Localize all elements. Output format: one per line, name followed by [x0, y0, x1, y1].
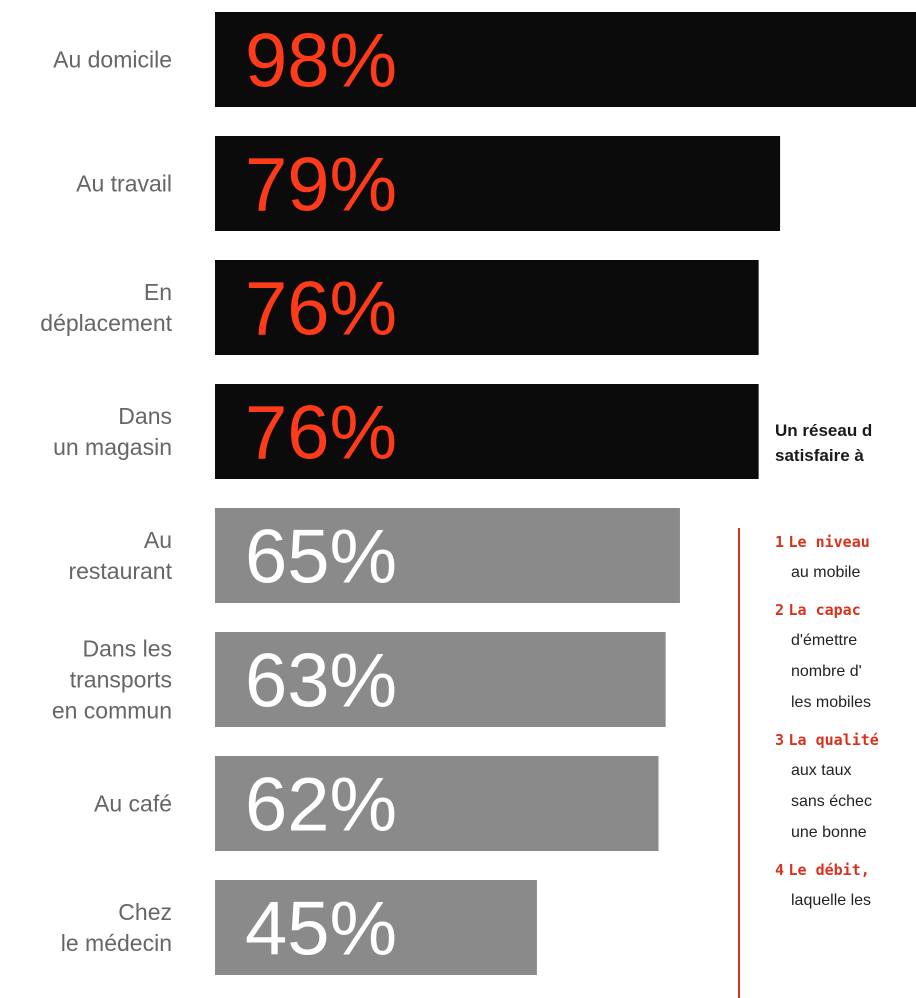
- category-label-line: Au domicile: [53, 47, 172, 73]
- category-label-line: Au café: [94, 791, 172, 817]
- side-item-text: une bonne: [791, 824, 867, 841]
- bar: [215, 508, 680, 603]
- side-item-number: 1: [775, 533, 785, 551]
- category-label-line: Dans les: [83, 636, 172, 662]
- side-heading-line: satisfaire à: [775, 446, 864, 465]
- bar-value-label: 62%: [245, 763, 397, 848]
- bar: [215, 384, 759, 479]
- side-item-lead: La capac: [788, 601, 861, 619]
- side-item-text: nombre d': [791, 663, 862, 680]
- category-label-line: Au travail: [76, 171, 172, 197]
- side-item-number: 2: [775, 601, 785, 619]
- category-label: Dans les transports en commun: [52, 636, 172, 724]
- side-item-text: les mobiles: [791, 694, 872, 711]
- bar: [215, 632, 666, 727]
- side-item-number: 3: [775, 731, 785, 749]
- side-panel-list: 1 Le niveau au mobile 2 La capac d'émett…: [775, 528, 916, 916]
- category-label: Chez le médecin: [61, 899, 172, 956]
- category-label: Au travail: [76, 171, 172, 197]
- side-heading-line: Un réseau d: [775, 421, 873, 440]
- bar: [215, 12, 916, 107]
- bar-value-label: 65%: [245, 515, 397, 600]
- side-list-item: 4 Le débit, laquelle les: [775, 856, 916, 916]
- category-label: Au café: [94, 791, 172, 817]
- side-item-lead: La qualité: [788, 731, 879, 749]
- category-label: En déplacement: [40, 279, 172, 336]
- bar: [215, 756, 659, 851]
- category-label-line: déplacement: [40, 310, 172, 336]
- category-label-line: le médecin: [61, 930, 172, 956]
- side-panel-accent-rule: [738, 528, 740, 998]
- side-item-lead: Le niveau: [788, 533, 870, 551]
- side-item-text: aux taux: [791, 762, 852, 779]
- side-item-text: laquelle les: [791, 892, 872, 909]
- bar-value-label: 45%: [245, 887, 397, 972]
- category-label-line: un magasin: [53, 434, 172, 460]
- category-label-line: restaurant: [68, 558, 172, 584]
- category-label-line: En: [144, 279, 172, 305]
- category-label-line: Au: [144, 527, 172, 553]
- bar: [215, 136, 781, 231]
- category-label-line: en commun: [52, 698, 172, 724]
- bar-value-label: 98%: [245, 19, 397, 104]
- category-label-line: Dans: [118, 403, 172, 429]
- bar: [215, 880, 537, 975]
- bar-value-label: 63%: [245, 639, 397, 724]
- category-label: Au domicile: [53, 47, 172, 73]
- category-label-line: transports: [70, 667, 172, 693]
- side-list-item: 3 La qualité aux taux sans échec une bon…: [775, 726, 916, 848]
- side-item-lead: Le débit,: [788, 861, 870, 879]
- side-panel-heading: Un réseau d satisfaire à: [775, 418, 916, 468]
- bar: [215, 260, 759, 355]
- bar-value-label: 79%: [245, 143, 397, 228]
- side-item-text: sans échec: [791, 793, 872, 810]
- category-label: Au restaurant: [68, 527, 172, 584]
- bar-value-label: 76%: [245, 391, 397, 476]
- bar-value-label: 76%: [245, 267, 397, 352]
- category-label: Dans un magasin: [53, 403, 172, 460]
- side-item-text: au mobile: [791, 564, 861, 581]
- side-list-item: 2 La capac d'émettre nombre d' les mobil…: [775, 596, 916, 718]
- category-label-line: Chez: [118, 899, 172, 925]
- side-list-item: 1 Le niveau au mobile: [775, 528, 916, 588]
- side-item-text: d'émettre: [791, 632, 858, 649]
- side-item-number: 4: [775, 861, 785, 879]
